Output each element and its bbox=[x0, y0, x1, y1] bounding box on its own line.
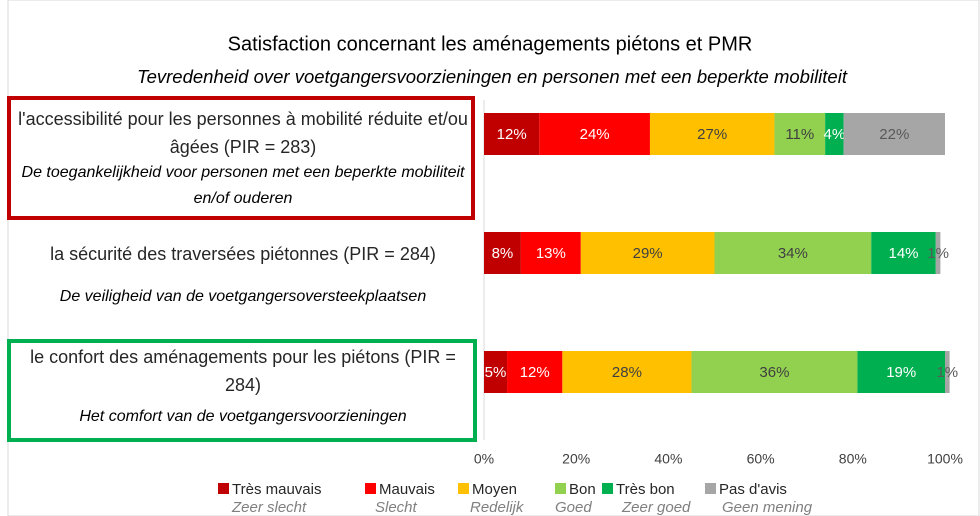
legend-swatch bbox=[602, 483, 613, 494]
bar-segment bbox=[691, 351, 858, 393]
data-label: 28% bbox=[612, 364, 642, 381]
bar-segment bbox=[539, 113, 650, 155]
bar-segment bbox=[935, 232, 941, 274]
legend-swatch bbox=[705, 483, 716, 494]
bar-segment bbox=[484, 232, 521, 274]
legend-label: Très bon bbox=[616, 481, 675, 498]
data-label: 34% bbox=[778, 245, 808, 262]
data-label: 22% bbox=[879, 126, 909, 143]
legend-label-nl: Zeer goed bbox=[621, 499, 691, 516]
data-label: 12% bbox=[520, 364, 550, 381]
legend-label: Bon bbox=[569, 481, 596, 498]
legend-label-nl: Zeer slecht bbox=[231, 499, 307, 516]
bar-segment bbox=[714, 232, 872, 274]
category-label-nl: De toegankelijkheid voor personen met ee… bbox=[21, 164, 465, 207]
data-label: 14% bbox=[888, 245, 918, 262]
data-label: 24% bbox=[580, 126, 610, 143]
data-label: 1% bbox=[927, 245, 949, 262]
legend-label: Mauvais bbox=[379, 481, 435, 498]
bar-segment bbox=[843, 113, 945, 155]
bar-segment bbox=[857, 351, 945, 393]
highlight-box-green bbox=[7, 339, 477, 442]
legend-label-nl: Goed bbox=[555, 499, 592, 516]
bar-segment bbox=[825, 113, 844, 155]
legend-label-nl: Slecht bbox=[375, 499, 418, 516]
x-tick-label: 40% bbox=[654, 451, 682, 467]
x-tick-label: 80% bbox=[839, 451, 867, 467]
x-tick-label: 0% bbox=[474, 451, 494, 467]
legend-swatch bbox=[458, 483, 469, 494]
data-label: 19% bbox=[886, 364, 916, 381]
chart-border bbox=[7, 0, 980, 516]
category-label: l'accessibilité pour les personnes à mob… bbox=[18, 109, 468, 157]
bar-segment bbox=[871, 232, 936, 274]
category-label-nl: De veiligheid van de voetgangersoverstee… bbox=[59, 288, 427, 305]
bar-segment bbox=[562, 351, 692, 393]
bar-segment bbox=[649, 113, 775, 155]
legend-label-nl: Geen mening bbox=[722, 499, 813, 516]
data-label: 13% bbox=[536, 245, 566, 262]
category-label: le confort des aménagements pour les pié… bbox=[30, 347, 456, 395]
data-label: 29% bbox=[633, 245, 663, 262]
x-tick-label: 100% bbox=[927, 451, 963, 467]
x-tick-label: 60% bbox=[747, 451, 775, 467]
category-label-nl: Het comfort van de voetgangersvoorzienin… bbox=[79, 408, 407, 425]
category-label: la sécurité des traversées piétonnes (PI… bbox=[50, 244, 436, 264]
legend-swatch bbox=[365, 483, 376, 494]
bar-segment bbox=[507, 351, 563, 393]
data-label: 1% bbox=[936, 364, 958, 381]
bar-segment bbox=[484, 113, 540, 155]
x-tick-label: 20% bbox=[562, 451, 590, 467]
bar-segment bbox=[580, 232, 715, 274]
legend-swatch bbox=[555, 483, 566, 494]
bar-segment bbox=[774, 113, 826, 155]
data-label: 5% bbox=[485, 364, 507, 381]
data-label: 11% bbox=[785, 126, 814, 143]
legend-swatch bbox=[218, 483, 229, 494]
legend-label: Pas d'avis bbox=[719, 481, 787, 498]
legend-label: Moyen bbox=[472, 481, 517, 498]
data-label: 4% bbox=[824, 126, 846, 143]
bar-segment bbox=[484, 351, 508, 393]
data-label: 12% bbox=[497, 126, 527, 143]
chart-subtitle: Tevredenheid over voetgangersvoorziening… bbox=[137, 66, 848, 87]
bar-segment bbox=[520, 232, 581, 274]
data-label: 8% bbox=[492, 245, 514, 262]
legend-label: Très mauvais bbox=[232, 481, 321, 498]
highlight-box-red bbox=[7, 96, 475, 220]
data-label: 36% bbox=[759, 364, 789, 381]
data-label: 27% bbox=[697, 126, 727, 143]
legend-label-nl: Redelijk bbox=[470, 499, 525, 516]
chart-title: Satisfaction concernant les aménagements… bbox=[228, 33, 753, 55]
bar-segment bbox=[945, 351, 950, 393]
